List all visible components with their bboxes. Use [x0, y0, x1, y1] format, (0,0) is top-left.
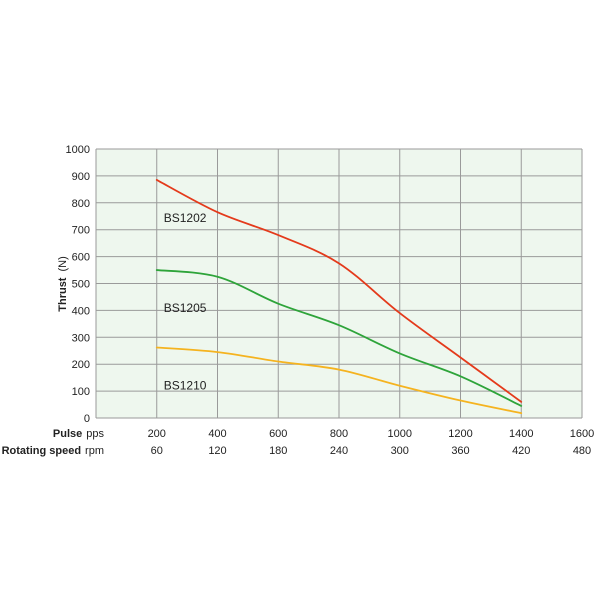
- x-tick-label-rpm: 60: [151, 445, 163, 457]
- y-tick-label: 200: [72, 359, 90, 371]
- y-tick-label: 500: [72, 279, 90, 291]
- x-axis-label-pulse: Pulse: [53, 428, 82, 440]
- series-line-bs1205: [155, 269, 523, 407]
- x-tick-label-rpm: 180: [269, 445, 287, 457]
- series-label-bs1210: BS1210: [164, 379, 207, 393]
- x-tick-label-rpm: 480: [573, 445, 591, 457]
- series-label-bs1205: BS1205: [164, 301, 207, 315]
- grid: [95, 148, 583, 419]
- y-tick-label: 300: [72, 332, 90, 344]
- x-tick-label-rpm: 120: [208, 445, 226, 457]
- x-tick-label-pulse: 400: [208, 428, 226, 440]
- x-axis-title-pulse: Pulse pps: [53, 428, 105, 440]
- series-labels: BS1202 BS1205 BS1210: [164, 211, 207, 393]
- x-axis-title-rpm: Rotating speed rpm: [2, 445, 104, 457]
- y-axis-label: Thrust: [57, 277, 69, 312]
- series-label-bs1202: BS1202: [164, 211, 207, 225]
- x-tick-label-rpm: 360: [451, 445, 469, 457]
- y-axis-title: Thrust (N): [57, 256, 69, 312]
- series-line-bs1202: [155, 179, 523, 403]
- x-tick-label-pulse: 1000: [388, 428, 412, 440]
- x-axis-rpm: 60 120 180 240 300 360 420 480: [151, 445, 592, 457]
- x-tick-label-pulse: 800: [330, 428, 348, 440]
- y-tick-label: 600: [72, 252, 90, 264]
- series-line-bs1210: [155, 346, 523, 415]
- y-tick-label: 1000: [66, 144, 90, 156]
- x-tick-label-rpm: 420: [512, 445, 530, 457]
- x-axis-pulse: 200 400 600 800 1000 1200 1400 1600: [148, 428, 595, 440]
- y-tick-label: 900: [72, 171, 90, 183]
- x-axis-unit-pulse: pps: [86, 428, 104, 440]
- x-axis-label-rpm: Rotating speed: [2, 445, 81, 457]
- x-tick-label-rpm: 300: [391, 445, 409, 457]
- x-tick-label-pulse: 200: [148, 428, 166, 440]
- y-axis-unit: (N): [57, 256, 69, 271]
- x-axis-unit-rpm: rpm: [85, 445, 104, 457]
- y-tick-label: 100: [72, 386, 90, 398]
- y-tick-label: 400: [72, 305, 90, 317]
- y-axis: 0 100 200 300 400 500 600 700 800 900 1000: [66, 144, 90, 425]
- x-tick-label-pulse: 1200: [448, 428, 472, 440]
- y-tick-label: 0: [84, 413, 90, 425]
- x-tick-label-pulse: 1600: [570, 428, 594, 440]
- series-group: [155, 179, 523, 415]
- y-tick-label: 700: [72, 225, 90, 237]
- x-tick-label-pulse: 1400: [509, 428, 533, 440]
- x-tick-label-rpm: 240: [330, 445, 348, 457]
- y-tick-label: 800: [72, 198, 90, 210]
- x-tick-label-pulse: 600: [269, 428, 287, 440]
